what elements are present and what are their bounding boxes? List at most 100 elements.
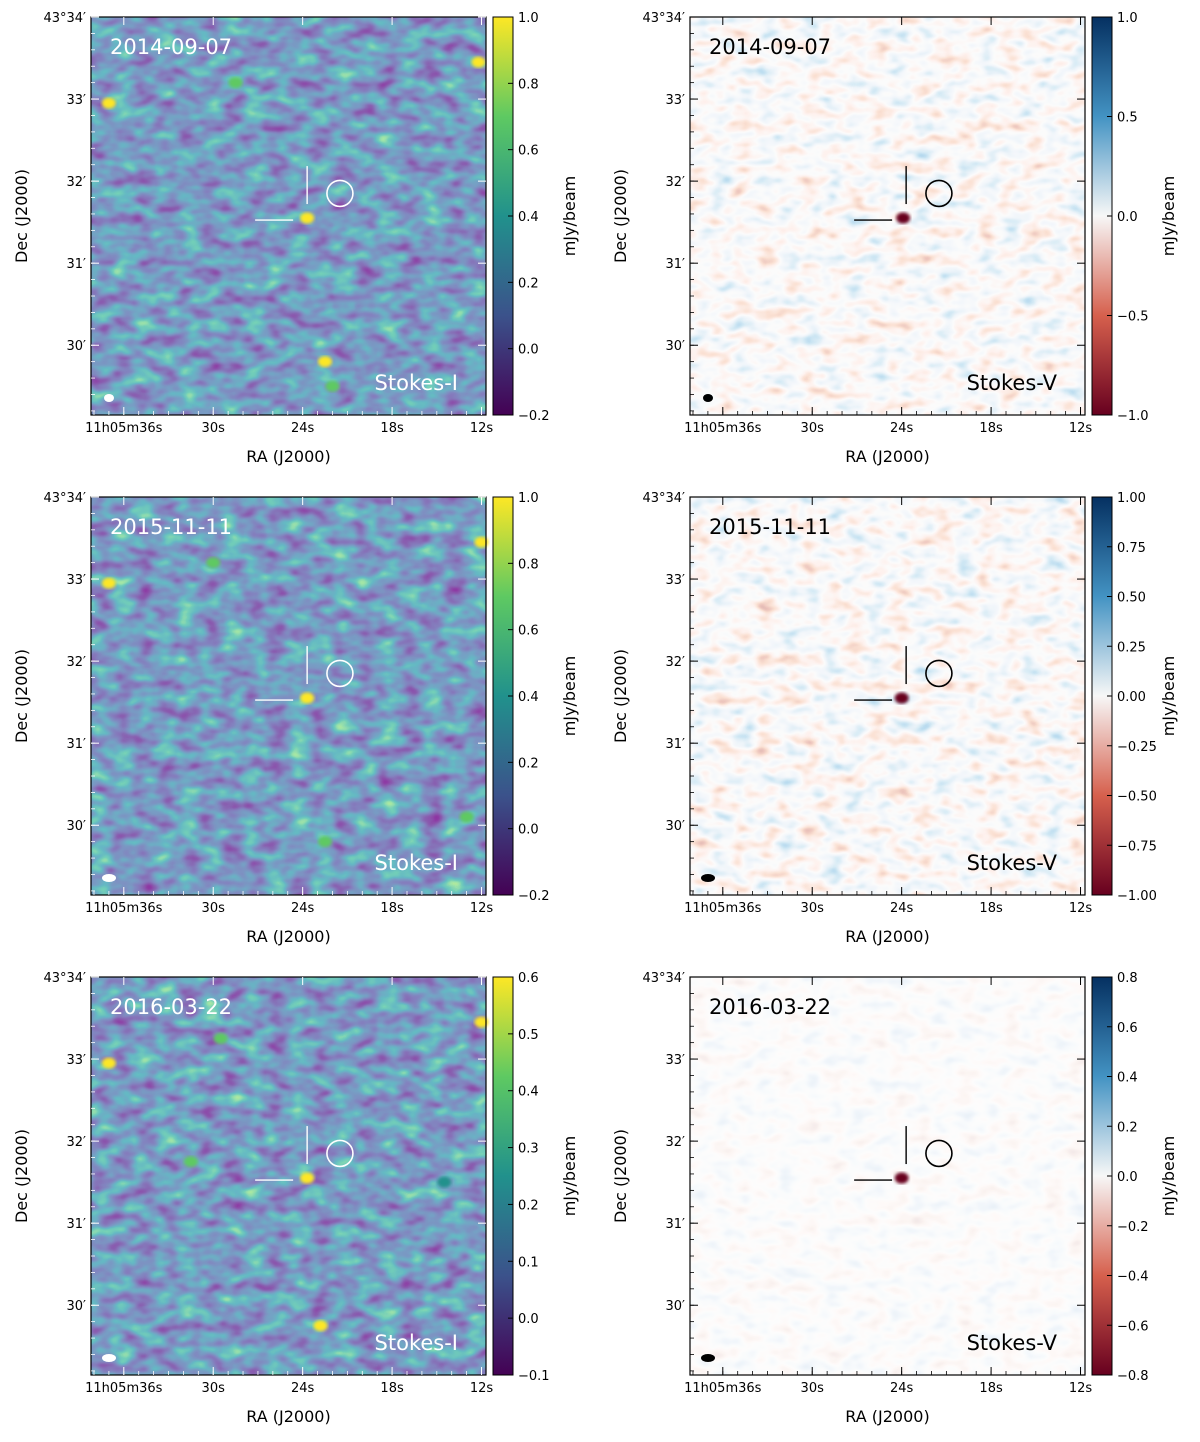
- colorbar-tick-label: 0.0: [518, 343, 539, 358]
- y-tick-label: 32′: [666, 175, 686, 190]
- source-5: [183, 1156, 198, 1168]
- y-tick-label: 33′: [67, 573, 87, 588]
- y-axis-label: Dec (J2000): [12, 649, 31, 743]
- colorbar-tick-label: 0.2: [518, 276, 539, 291]
- source-2: [228, 77, 243, 89]
- y-tick-label: 43°34′: [642, 11, 685, 26]
- y-tick-label: 33′: [666, 573, 686, 588]
- y-tick-label: 32′: [666, 1135, 686, 1150]
- colorbar-tick-label: −1.0: [1117, 409, 1149, 424]
- colorbar-tick-label: −0.6: [1117, 1319, 1149, 1334]
- x-tick-label: 24s: [291, 421, 315, 436]
- beam-ellipse: [104, 394, 114, 402]
- reference-circle: [925, 1139, 953, 1168]
- colorbar-tick-label: −1.00: [1117, 889, 1157, 904]
- x-tick-label: 30s: [801, 421, 825, 436]
- colorbar-label: mJy/beam: [560, 656, 579, 737]
- y-axis-label: Dec (J2000): [12, 169, 31, 263]
- image-noise: [690, 497, 1085, 895]
- y-tick-label: 33′: [666, 93, 686, 108]
- colorbar-tick-label: −0.4: [1117, 1270, 1149, 1285]
- source-3: [300, 1172, 315, 1184]
- colorbar-tick-label: 0.5: [1117, 111, 1138, 126]
- colorbar-tick-label: −0.25: [1117, 740, 1157, 755]
- x-tick-label: 11h05m36s: [85, 421, 163, 436]
- panel-date: 2015-11-11: [110, 515, 232, 539]
- x-axis-label: RA (J2000): [845, 1407, 929, 1426]
- x-axis-label: RA (J2000): [246, 447, 330, 466]
- panel-date: 2016-03-22: [709, 995, 831, 1019]
- source-2: [213, 1033, 228, 1045]
- image-noise: [91, 497, 486, 895]
- y-tick-label: 32′: [666, 655, 686, 670]
- x-tick-label: 18s: [979, 901, 1003, 916]
- source-1: [101, 577, 116, 589]
- y-tick-label: 43°34′: [43, 491, 86, 506]
- x-tick-label: 12s: [470, 1381, 494, 1396]
- colorbar-tick-label: 0.50: [1117, 591, 1146, 606]
- panel-frame: [90, 16, 487, 416]
- colorbar-tick-label: 0.25: [1117, 640, 1146, 655]
- beam-ellipse: [701, 1354, 715, 1362]
- colorbar-tick-label: 0.5: [518, 1028, 539, 1043]
- x-tick-label: 18s: [380, 901, 404, 916]
- colorbar-tick-label: 0.0: [518, 1312, 539, 1327]
- y-tick-label: 31′: [666, 1217, 686, 1232]
- x-tick-label: 30s: [801, 1381, 825, 1396]
- y-tick-label: 30′: [67, 339, 87, 354]
- x-axis-label: RA (J2000): [845, 927, 929, 946]
- source-4: [318, 356, 333, 368]
- panel-2015-11-11-stokes-v: 2015-11-11 Stokes-V 11h05m36s 30s 24s 18s 12s 4…: [611, 491, 1178, 946]
- colorbar-tick-label: 0.75: [1117, 541, 1146, 556]
- colorbar-tick-label: 1.0: [518, 11, 539, 26]
- y-tick-label: 43°34′: [43, 971, 86, 986]
- colorbar-tick-label: 0.0: [518, 823, 539, 838]
- x-tick-label: 11h05m36s: [684, 1381, 762, 1396]
- panel-date: 2014-09-07: [709, 35, 831, 59]
- source-0: [894, 1172, 909, 1184]
- x-tick-label: 11h05m36s: [85, 901, 163, 916]
- source-5: [459, 811, 474, 823]
- reference-circle: [326, 1139, 354, 1168]
- y-axis-label: Dec (J2000): [12, 1129, 31, 1223]
- x-tick-label: 18s: [979, 1381, 1003, 1396]
- colorbar-tick-label: 1.0: [1117, 11, 1138, 26]
- colorbar-tick-label: −0.2: [1117, 1220, 1149, 1235]
- colorbar-tick-label: 0.4: [1117, 1071, 1138, 1086]
- y-tick-label: 43°34′: [642, 491, 685, 506]
- reference-circle: [326, 659, 354, 688]
- y-tick-label: 33′: [67, 93, 87, 108]
- colorbar-label: mJy/beam: [1159, 656, 1178, 737]
- source-0: [894, 692, 909, 704]
- reference-circle: [326, 179, 354, 208]
- y-tick-label: 31′: [67, 737, 87, 752]
- x-tick-label: 18s: [979, 421, 1003, 436]
- panel-stokes: Stokes-I: [375, 1331, 458, 1355]
- colorbar-tick-label: 0.8: [518, 557, 539, 572]
- y-tick-label: 43°34′: [642, 971, 685, 986]
- source-0: [896, 212, 911, 224]
- y-axis-label: Dec (J2000): [611, 649, 630, 743]
- colorbar-tick-label: −0.8: [1117, 1369, 1149, 1384]
- y-tick-label: 32′: [67, 175, 87, 190]
- colorbar-label: mJy/beam: [1159, 176, 1178, 257]
- panel-stokes: Stokes-V: [967, 1331, 1058, 1355]
- colorbar-tick-label: 0.4: [518, 210, 539, 225]
- reference-circle: [925, 659, 953, 688]
- source-1: [101, 1057, 116, 1069]
- colorbar-tick-label: 0.6: [518, 144, 539, 159]
- source-3: [300, 692, 315, 704]
- panel-2014-09-07-stokes-v: 2014-09-07 Stokes-V 11h05m36s 30s 24s 18s 12s 4…: [611, 11, 1178, 466]
- panel-2016-03-22-stokes-i: 2016-03-22 Stokes-I 11h05m36s 30s 24s 18s 12s 4…: [12, 971, 579, 1426]
- colorbar-tick-label: −0.1: [518, 1369, 550, 1384]
- source-0: [474, 1016, 489, 1028]
- colorbar-tick-label: −0.2: [518, 409, 550, 424]
- beam-ellipse: [703, 394, 713, 402]
- panel-date: 2016-03-22: [110, 995, 232, 1019]
- colorbar-label: mJy/beam: [560, 1136, 579, 1217]
- source-5: [325, 380, 340, 392]
- x-tick-label: 11h05m36s: [684, 901, 762, 916]
- image-noise: [690, 977, 1085, 1375]
- y-tick-label: 30′: [666, 819, 686, 834]
